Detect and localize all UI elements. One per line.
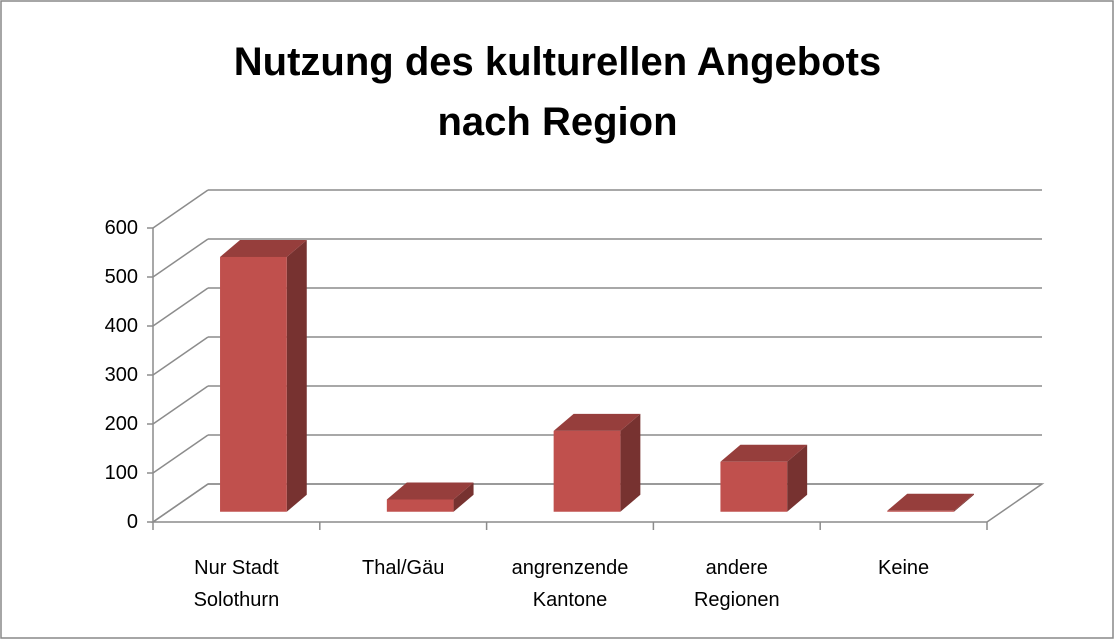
bar	[887, 510, 954, 512]
bar-side	[620, 413, 641, 512]
y-tick-label: 300	[104, 364, 138, 386]
x-tick-label: Keine	[878, 557, 930, 579]
x-tick-label: Nur Stadt Solothurn	[193, 557, 280, 611]
bar-top	[553, 413, 641, 431]
side-grid-line	[152, 385, 209, 425]
y-tick-label: 500	[104, 266, 138, 288]
side-grid-line	[152, 483, 209, 523]
bar	[720, 461, 788, 512]
bar-top	[720, 444, 808, 462]
x-tick-label: angrenzende Kantone	[511, 557, 629, 611]
y-tick-label: 0	[126, 511, 138, 533]
side-grid-line	[152, 336, 209, 376]
bar	[220, 256, 287, 512]
y-tick-label: 400	[104, 315, 138, 337]
bar-top	[386, 482, 474, 500]
y-tick-label: 100	[104, 462, 138, 484]
bar-side	[453, 482, 474, 512]
bar-top	[220, 239, 307, 257]
y-tick-label: 600	[104, 217, 138, 239]
x-tick-label: andere Regionen	[693, 557, 780, 611]
side-grid-line	[152, 189, 209, 229]
bar-side	[953, 493, 974, 512]
side-grid-line	[152, 287, 209, 327]
bar-top	[887, 493, 974, 511]
bar-side	[787, 444, 808, 512]
bar	[553, 430, 621, 512]
side-grid-line	[152, 434, 209, 474]
chart-title: Nutzung des kulturellen Angebots nach Re…	[233, 40, 882, 144]
y-tick-label: 200	[104, 413, 138, 435]
bar-side	[286, 239, 307, 512]
side-grid-line	[152, 238, 209, 278]
x-tick-label: Thal/Gäu	[362, 557, 445, 579]
bar	[386, 499, 454, 512]
